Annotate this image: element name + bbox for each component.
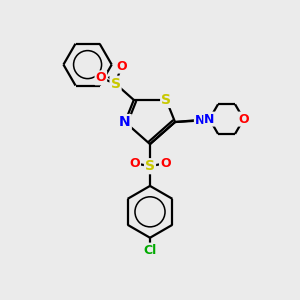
Text: O: O	[116, 60, 127, 73]
Text: Cl: Cl	[143, 244, 157, 256]
Text: S: S	[145, 159, 155, 173]
Text: O: O	[129, 157, 140, 170]
Text: S: S	[161, 93, 171, 107]
Text: N: N	[195, 114, 205, 127]
Text: O: O	[238, 112, 249, 126]
Text: O: O	[95, 71, 106, 84]
Text: N: N	[119, 115, 131, 129]
Text: N: N	[204, 112, 215, 126]
Text: S: S	[110, 77, 121, 91]
Text: O: O	[160, 157, 171, 170]
